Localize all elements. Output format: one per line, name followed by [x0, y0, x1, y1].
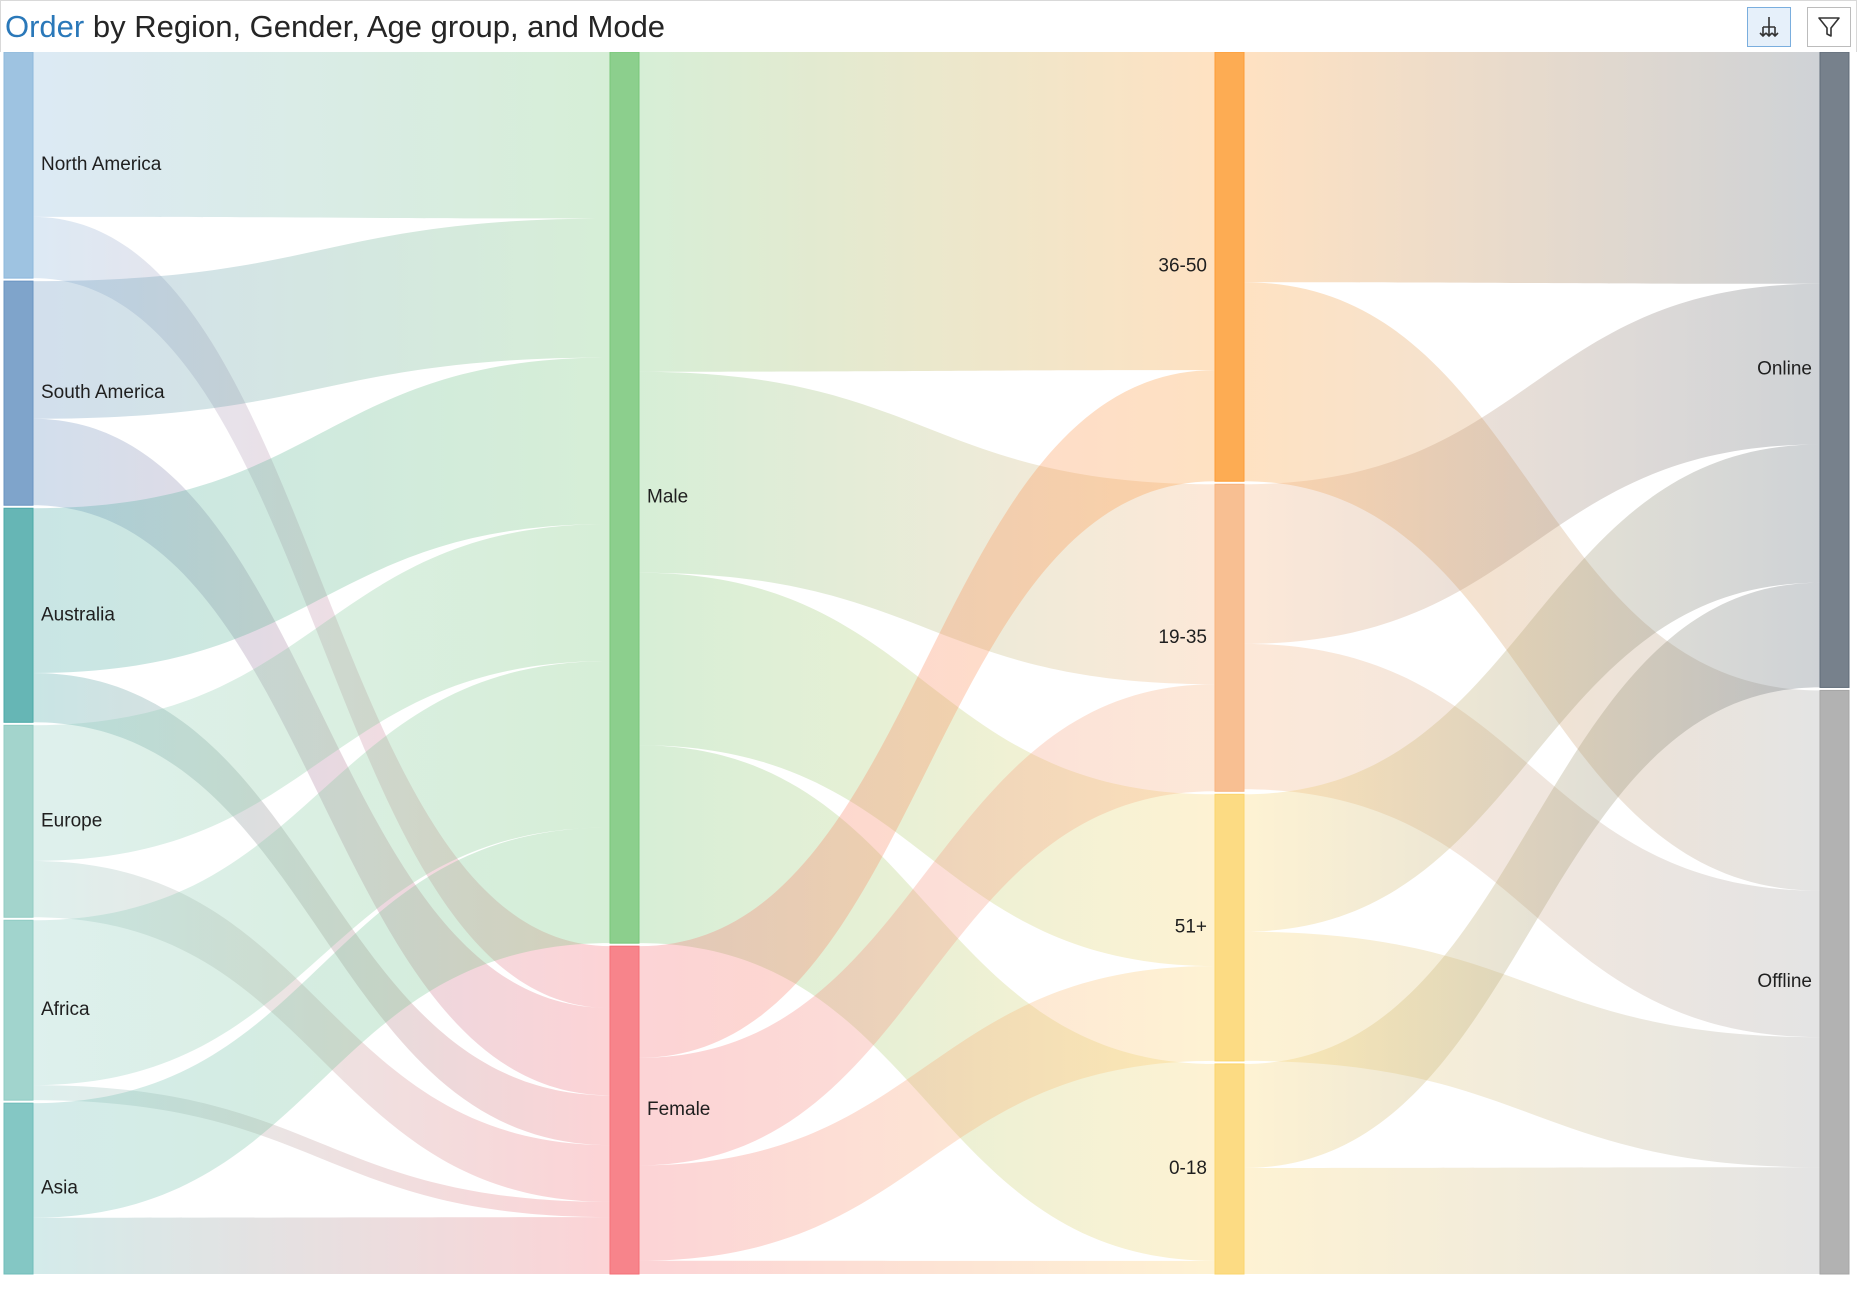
sankey-node-label: 51+: [1175, 917, 1207, 938]
chart-title-rest: by Region, Gender, Age group, and Mode: [84, 9, 666, 44]
sankey-link[interactable]: [33, 1085, 610, 1218]
drill-down-button[interactable]: [1747, 7, 1791, 47]
sankey-link[interactable]: [639, 52, 1215, 372]
sankey-labels: North America South America Australia Europ…: [41, 154, 1812, 1199]
sankey-node[interactable]: [3, 280, 34, 506]
sankey-node[interactable]: [3, 52, 34, 279]
sankey-node[interactable]: [1214, 1063, 1245, 1275]
sankey-node[interactable]: [1214, 483, 1245, 792]
sankey-node[interactable]: [1819, 689, 1850, 1275]
drill-down-icon: [1759, 17, 1779, 38]
chart-title-measure[interactable]: Order: [5, 9, 85, 44]
sankey-link[interactable]: [639, 684, 1215, 1166]
filter-funnel-icon: [1818, 17, 1840, 37]
sankey-link[interactable]: [33, 52, 610, 219]
sankey-node-label: Female: [647, 1099, 710, 1120]
sankey-link[interactable]: [1244, 444, 1820, 932]
sankey-node-label: 19-35: [1158, 627, 1207, 648]
sankey-node-label: Australia: [41, 604, 115, 625]
sankey-link[interactable]: [1244, 1167, 1820, 1274]
chart-title: Order by Region, Gender, Age group, and …: [5, 9, 665, 45]
sankey-node[interactable]: [1214, 52, 1245, 482]
sankey-node-label: 36-50: [1158, 256, 1207, 277]
sankey-link[interactable]: [639, 370, 1215, 1058]
sankey-link[interactable]: [33, 218, 610, 419]
sankey-node-label: Offline: [1757, 971, 1812, 992]
sankey-node[interactable]: [3, 919, 34, 1101]
sankey-node-label: Asia: [41, 1178, 78, 1199]
sankey-links: [33, 52, 1820, 1274]
chart-header: Order by Region, Gender, Age group, and …: [0, 0, 1857, 52]
sankey-link[interactable]: [639, 1260, 1215, 1274]
filter-button[interactable]: [1807, 7, 1851, 47]
sankey-link[interactable]: [1244, 582, 1820, 1168]
sankey-node[interactable]: [3, 1102, 34, 1275]
sankey-node-label: South America: [41, 382, 165, 403]
sankey-chart: North America South America Australia Europ…: [3, 52, 1850, 1275]
sankey-link[interactable]: [639, 745, 1215, 1261]
sankey-node-label: 0-18: [1169, 1158, 1207, 1179]
sankey-node[interactable]: [1214, 793, 1245, 1062]
sankey-node-label: Online: [1757, 359, 1812, 380]
sankey-node-label: Male: [647, 487, 688, 508]
sankey-link[interactable]: [33, 827, 610, 1218]
sankey-link[interactable]: [1244, 282, 1820, 891]
sankey-node[interactable]: [1819, 52, 1850, 688]
sankey-link[interactable]: [33, 523, 610, 861]
sankey-link[interactable]: [33, 660, 610, 1086]
sankey-link[interactable]: [1244, 52, 1820, 284]
sankey-node-label: Africa: [41, 999, 90, 1020]
sankey-node-label: North America: [41, 154, 162, 175]
sankey-node[interactable]: [609, 52, 640, 944]
sankey-link[interactable]: [1244, 931, 1820, 1168]
sankey-link[interactable]: [1244, 283, 1820, 644]
sankey-link[interactable]: [33, 1217, 610, 1274]
sankey-nodes: [3, 52, 1850, 1275]
sankey-link[interactable]: [33, 216, 610, 1009]
sankey-node-label: Europe: [41, 810, 102, 831]
sankey-node[interactable]: [609, 945, 640, 1275]
sankey-link[interactable]: [639, 371, 1215, 685]
sankey-link[interactable]: [639, 965, 1215, 1261]
sankey-link[interactable]: [33, 357, 610, 674]
sankey-node[interactable]: [3, 724, 34, 918]
sankey-node[interactable]: [3, 507, 34, 723]
